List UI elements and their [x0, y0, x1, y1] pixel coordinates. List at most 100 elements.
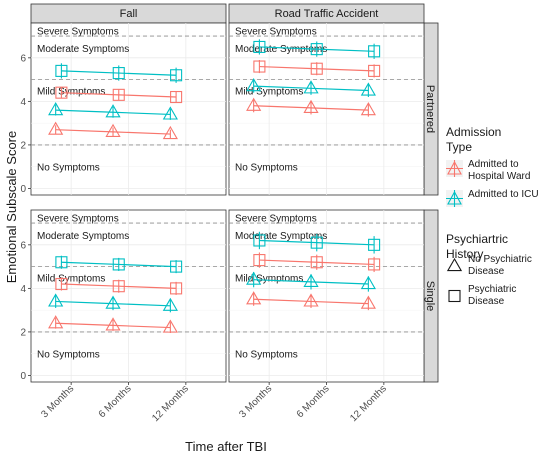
series-admitted-to-icu-no-psychiatric-disease	[48, 293, 178, 313]
y-tick-label: 4	[20, 97, 26, 108]
legend-admission-type: Admission Type Admitted to Hospital Ward Adm…	[446, 125, 539, 207]
data-point	[105, 295, 121, 309]
legend-label: Admitted to Hospital Ward	[468, 159, 530, 182]
data-point	[253, 254, 266, 267]
series-admitted-to-hospital-ward-no-psychiatric-disease	[48, 121, 178, 140]
legend-key-admitted-to-icu	[446, 190, 463, 207]
legend-label: Psychiatric Disease	[468, 284, 516, 307]
data-point	[48, 121, 64, 135]
data-point	[48, 293, 64, 307]
data-point	[170, 90, 183, 104]
data-point	[112, 280, 125, 293]
symptom-label: Severe Symptoms	[235, 27, 317, 38]
series-admitted-to-icu-no-psychiatric-disease	[246, 78, 376, 98]
y-tick-label: 2	[20, 140, 26, 151]
data-point	[162, 319, 178, 333]
data-point	[112, 258, 125, 271]
data-point	[246, 291, 262, 305]
data-point	[360, 82, 376, 96]
panel-fall-single: Severe Symptoms Moderate Symptoms Mild Sym…	[30, 209, 227, 383]
data-point	[360, 295, 376, 309]
data-point	[55, 64, 68, 77]
symptom-label: No Symptoms	[37, 350, 100, 361]
data-point	[368, 45, 381, 58]
x-tick-label: 12 Months	[348, 383, 389, 424]
data-point	[360, 101, 376, 116]
legend-title: Psychiartric History	[446, 232, 508, 261]
data-point	[253, 40, 266, 53]
series-admitted-to-hospital-ward-no-psychiatric-disease	[48, 315, 178, 334]
data-point	[162, 297, 178, 311]
data-point	[105, 123, 121, 137]
y-tick-label: 2	[20, 327, 26, 338]
series-admitted-to-icu-no-psychiatric-disease	[246, 271, 376, 292]
symptom-label: Moderate Symptoms	[235, 44, 327, 55]
data-point	[310, 236, 323, 249]
data-point	[105, 317, 121, 331]
data-point	[368, 258, 381, 271]
symptom-label: Mild Symptoms	[235, 86, 303, 97]
data-point	[105, 104, 121, 118]
data-point	[112, 67, 125, 80]
data-point	[310, 62, 323, 75]
data-point	[170, 260, 183, 273]
symptom-label: Moderate Symptoms	[37, 231, 129, 242]
symptom-label: Severe Symptoms	[235, 214, 317, 225]
x-tick-label: 6 Months	[295, 383, 332, 420]
series-admitted-to-hospital-ward-no-psychiatric-disease	[246, 291, 376, 311]
data-point	[303, 99, 319, 114]
facet-row-label: Partnered	[424, 85, 436, 133]
data-point	[360, 275, 376, 290]
symptom-label: Moderate Symptoms	[37, 44, 129, 55]
data-point	[55, 277, 68, 291]
x-axis-title: Time after TBI	[185, 439, 267, 454]
data-point	[253, 60, 266, 73]
x-tick-label: 12 Months	[150, 383, 191, 424]
series-admitted-to-hospital-ward-psychiatric-disease	[55, 277, 183, 295]
y-tick-label: 6	[20, 53, 26, 64]
panel-road-traffic-accident-partnered: Severe Symptoms Moderate Symptoms Mild Sym…	[228, 22, 425, 196]
series-admitted-to-icu-no-psychiatric-disease	[48, 101, 178, 120]
legend-label: Admitted to ICU	[468, 189, 539, 200]
data-point	[162, 125, 178, 140]
legend-key-admitted-to-hospital-ward	[446, 160, 463, 177]
series-admitted-to-icu-psychiatric-disease	[253, 231, 381, 254]
data-point	[170, 282, 183, 295]
legend-title: Admission Type	[446, 125, 501, 154]
y-tick-label: 4	[20, 284, 26, 295]
data-point	[112, 88, 125, 101]
data-point	[55, 256, 68, 269]
series-admitted-to-icu-psychiatric-disease	[55, 255, 183, 274]
data-point	[246, 97, 262, 111]
symptom-label: No Symptoms	[235, 163, 298, 174]
facet-row-label: Single	[424, 281, 436, 312]
symptom-label: No Symptoms	[235, 350, 298, 361]
series-admitted-to-icu-psychiatric-disease	[55, 63, 183, 83]
data-point	[246, 271, 262, 285]
panel-road-traffic-accident-single: Severe Symptoms Moderate Symptoms Mild Sym…	[228, 209, 425, 383]
y-tick-label: 6	[20, 240, 26, 251]
legend-triangle-marker	[446, 257, 463, 272]
y-axis-title: Emotional Subscale Score	[4, 131, 19, 283]
x-tick-label: 3 Months	[39, 383, 76, 420]
data-point	[246, 78, 262, 92]
data-point	[48, 315, 64, 329]
data-point	[368, 238, 381, 251]
data-point	[48, 101, 64, 116]
data-point	[162, 106, 178, 120]
data-point	[170, 69, 183, 82]
y-tick-label: 0	[20, 184, 26, 195]
series-admitted-to-hospital-ward-psychiatric-disease	[55, 86, 183, 104]
series-admitted-to-hospital-ward-no-psychiatric-disease	[246, 97, 376, 117]
data-point	[310, 256, 323, 269]
x-tick-label: 6 Months	[97, 383, 134, 420]
data-point	[253, 234, 266, 247]
symptom-label: Mild Symptoms	[37, 86, 105, 97]
symptom-label: Severe Symptoms	[37, 27, 119, 38]
symptom-label: Moderate Symptoms	[235, 231, 327, 242]
data-point	[310, 43, 323, 56]
symptom-label: Severe Symptoms	[37, 214, 119, 225]
legend-label: No Psychiatric Disease	[468, 254, 532, 277]
